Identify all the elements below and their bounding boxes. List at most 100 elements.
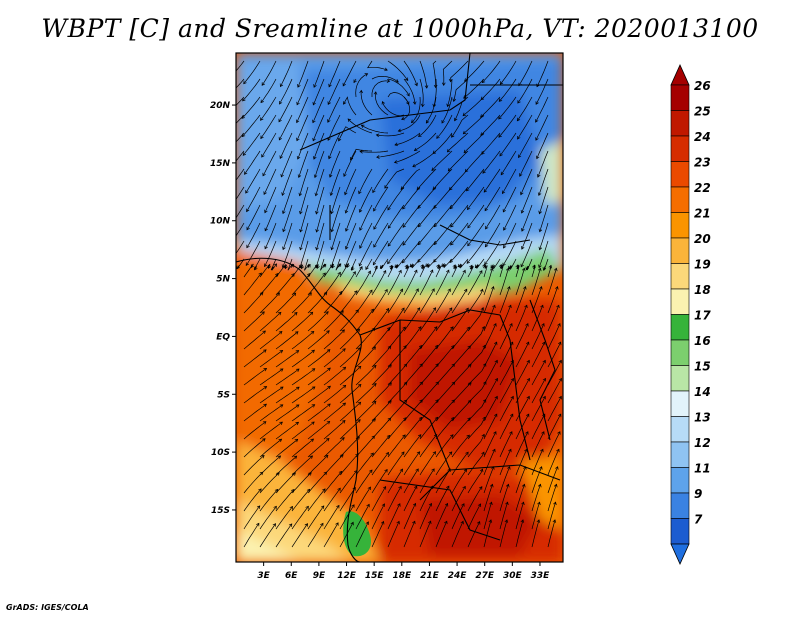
streamline-arrow	[353, 470, 358, 474]
streamline	[262, 150, 277, 176]
streamline	[483, 264, 488, 278]
streamline-arrow	[296, 386, 300, 391]
streamline-arrow	[277, 455, 282, 459]
streamline	[403, 78, 416, 105]
streamline-arrow	[416, 307, 421, 311]
streamline-arrow	[279, 386, 284, 390]
streamline	[243, 386, 267, 404]
streamline	[323, 505, 340, 530]
streamline	[387, 186, 405, 211]
streamline	[365, 258, 373, 270]
streamline	[467, 345, 486, 368]
streamline	[281, 168, 293, 196]
streamline-arrow	[311, 386, 316, 390]
streamline-arrow	[452, 264, 456, 268]
streamline-arrow	[468, 363, 472, 368]
streamline-arrow	[409, 263, 414, 268]
streamline-arrow	[537, 483, 542, 488]
streamline-arrow	[295, 421, 300, 426]
streamline	[435, 345, 455, 368]
streamline	[435, 269, 450, 296]
streamline	[482, 150, 501, 174]
streamline-arrow	[542, 341, 546, 346]
colorbar-swatch	[670, 263, 690, 290]
streamline-arrow	[282, 246, 286, 251]
streamline-arrow	[367, 270, 371, 275]
streamline-arrow	[466, 260, 471, 264]
streamline-arrow	[429, 485, 434, 490]
streamline-arrow	[340, 454, 344, 458]
streamline-arrow	[501, 190, 506, 195]
colorbar-label: 21	[694, 207, 711, 221]
streamline-arrow	[358, 262, 362, 267]
streamline	[260, 78, 277, 103]
streamline	[481, 132, 501, 155]
streamline	[373, 222, 389, 248]
streamline	[367, 60, 388, 71]
streamline	[323, 348, 346, 368]
streamline-arrow	[310, 330, 315, 335]
streamline-arrow	[364, 73, 369, 77]
streamline-arrow	[349, 156, 354, 161]
streamline	[323, 272, 341, 296]
streamline	[403, 417, 423, 440]
streamline	[279, 132, 293, 159]
streamline	[259, 489, 279, 512]
streamline-arrow	[373, 226, 377, 230]
streamline-arrow	[293, 455, 298, 460]
streamline-arrow	[520, 191, 524, 196]
streamline	[458, 258, 469, 269]
streamline-arrow	[263, 386, 268, 390]
streamline	[537, 150, 549, 178]
streamline-arrow	[449, 205, 454, 210]
streamline-arrow	[538, 246, 543, 251]
streamline-arrow	[508, 304, 512, 309]
streamline-arrow	[330, 210, 334, 215]
streamline	[307, 292, 328, 314]
lat-tick-label: 5S	[217, 390, 230, 400]
streamline	[538, 168, 549, 196]
streamline	[355, 308, 374, 332]
streamline	[449, 240, 469, 263]
streamline-arrow	[281, 192, 285, 196]
streamline	[466, 240, 485, 264]
streamline	[500, 150, 517, 175]
streamline	[236, 60, 245, 72]
streamline-arrow	[394, 142, 398, 147]
streamline	[481, 60, 501, 83]
streamline	[236, 114, 245, 124]
streamline-arrow	[417, 434, 422, 438]
streamline-arrow	[342, 420, 346, 424]
streamline	[243, 438, 266, 458]
streamline-arrow	[466, 187, 470, 192]
streamline	[275, 455, 297, 476]
streamline-arrow	[260, 99, 264, 104]
streamline	[480, 96, 501, 118]
colorbar-label: 23	[694, 156, 711, 170]
streamline-arrow	[281, 264, 286, 269]
streamline-arrow	[518, 154, 522, 159]
streamline-arrow	[330, 246, 334, 251]
streamline	[236, 204, 245, 219]
streamline	[376, 150, 405, 158]
streamline	[371, 521, 384, 548]
streamline-arrow	[463, 468, 468, 473]
streamline	[243, 60, 261, 84]
streamline	[307, 488, 326, 512]
streamline	[329, 150, 341, 178]
streamline-arrow	[341, 437, 345, 441]
streamline	[467, 434, 485, 458]
streamline-arrow	[463, 95, 467, 99]
streamline	[499, 305, 512, 332]
colorbar-swatch	[670, 390, 690, 417]
streamline	[466, 168, 485, 192]
streamline	[521, 204, 533, 232]
streamline-arrow	[542, 377, 546, 382]
streamline	[450, 222, 469, 246]
streamline	[531, 449, 544, 476]
streamline	[398, 114, 421, 132]
streamline-arrow	[384, 468, 388, 473]
streamlines	[236, 60, 562, 548]
streamline	[416, 168, 437, 190]
streamline	[451, 417, 471, 440]
